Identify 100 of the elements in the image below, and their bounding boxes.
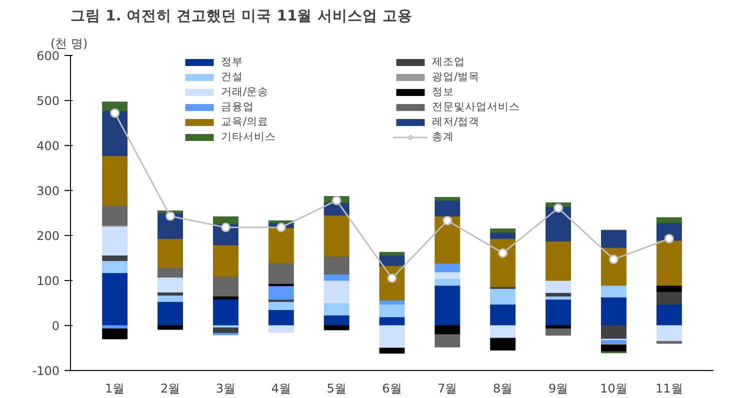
bar xyxy=(379,348,405,354)
bar xyxy=(490,288,516,305)
bar xyxy=(434,272,460,279)
bar xyxy=(212,276,238,296)
point xyxy=(276,222,286,232)
bar xyxy=(102,260,128,274)
bar xyxy=(102,205,128,226)
y-tick-label: 400 xyxy=(36,139,60,153)
bar xyxy=(212,325,238,328)
y-tick-label: 500 xyxy=(36,94,60,108)
bar xyxy=(656,292,682,305)
legend-label: 건설 xyxy=(221,70,244,84)
legend-label: 교육/의료 xyxy=(221,115,270,129)
bar xyxy=(379,304,405,318)
chart-title: 그림 1. 여전히 견고했던 미국 11월 서비스업 고용 xyxy=(70,8,412,24)
bar xyxy=(158,268,183,278)
bar xyxy=(324,215,350,256)
bar xyxy=(102,325,128,329)
bar xyxy=(546,328,572,336)
bar xyxy=(490,228,516,233)
bar xyxy=(102,156,128,206)
bar xyxy=(102,255,128,261)
point xyxy=(166,211,176,221)
bar xyxy=(434,263,460,272)
bar xyxy=(546,241,572,281)
x-tick-label: 9월 xyxy=(548,382,568,396)
bar xyxy=(158,295,183,302)
bar xyxy=(212,244,238,277)
bar xyxy=(102,102,128,112)
bar xyxy=(656,217,682,224)
x-tick-label: 10월 xyxy=(600,382,628,396)
point xyxy=(110,108,120,118)
x-tick-label: 2월 xyxy=(160,382,180,396)
bar xyxy=(324,325,350,330)
legend-label: 정부 xyxy=(221,55,244,69)
bar xyxy=(656,304,682,326)
bar xyxy=(601,230,626,248)
legend-label: 거래/운송 xyxy=(221,85,270,99)
x-tick-label: 5월 xyxy=(326,382,346,396)
y-tick-label: 100 xyxy=(36,274,60,288)
bar xyxy=(212,216,238,224)
legend-label: 제조업 xyxy=(432,55,466,69)
y-tick-label: 600 xyxy=(36,49,60,63)
x-tick-label: 1월 xyxy=(105,382,125,396)
bar xyxy=(490,304,516,326)
bar xyxy=(379,252,405,256)
legend-label: 기타서비스 xyxy=(221,130,277,144)
bar xyxy=(379,325,405,348)
bar xyxy=(158,325,183,330)
point xyxy=(664,234,674,244)
bar xyxy=(324,274,350,281)
bar xyxy=(102,110,128,156)
legend-label: 정보 xyxy=(432,85,455,99)
legend-label: 총계 xyxy=(432,130,455,144)
point xyxy=(498,248,508,258)
bar xyxy=(268,299,294,302)
bar xyxy=(268,262,294,284)
bar xyxy=(212,299,238,326)
bar xyxy=(434,278,460,286)
bar xyxy=(434,216,460,264)
x-tick-label: 11월 xyxy=(656,382,683,396)
bar xyxy=(268,301,294,310)
bar xyxy=(268,310,294,326)
legend-label: 전문및사업서비스 xyxy=(432,100,521,114)
bar xyxy=(379,255,405,266)
bar xyxy=(490,238,516,288)
legend-label: 레저/접객 xyxy=(432,115,481,129)
bar xyxy=(268,286,294,300)
y-tick-label: 0 xyxy=(52,319,60,333)
point xyxy=(332,196,342,206)
x-tick-label: 6월 xyxy=(382,382,402,396)
bar xyxy=(268,325,294,332)
bar xyxy=(102,328,128,340)
bar xyxy=(490,232,516,239)
bar xyxy=(490,338,516,350)
bar xyxy=(546,280,572,293)
y-tick-label: -100 xyxy=(32,364,60,378)
bar xyxy=(102,272,128,326)
bar xyxy=(546,325,572,329)
x-tick-label: 8월 xyxy=(493,382,513,396)
bar xyxy=(434,334,460,348)
point xyxy=(554,203,564,213)
x-tick-label: 3월 xyxy=(216,382,236,396)
bar xyxy=(434,285,460,326)
y-tick-label: 300 xyxy=(36,184,60,198)
legend-label: 금융업 xyxy=(221,100,255,114)
bar xyxy=(656,341,682,344)
bar xyxy=(268,228,294,264)
bar xyxy=(212,328,238,334)
bar xyxy=(656,240,682,286)
x-tick-label: 4월 xyxy=(271,382,291,396)
bar xyxy=(490,325,516,338)
bar xyxy=(324,302,350,316)
bar xyxy=(601,285,626,298)
bar xyxy=(158,238,183,268)
bar xyxy=(434,200,460,216)
y-axis-title: (천 명) xyxy=(50,36,88,50)
bar xyxy=(546,299,572,326)
bar xyxy=(434,325,460,335)
bar xyxy=(102,226,128,256)
